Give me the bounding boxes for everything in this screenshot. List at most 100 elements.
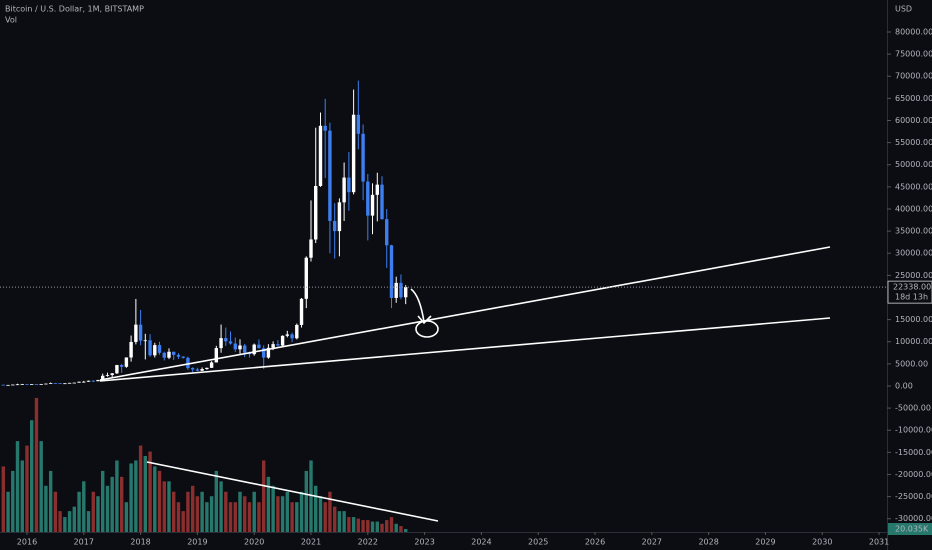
volume-bar bbox=[129, 463, 133, 532]
volume-bar bbox=[181, 511, 185, 532]
volume-bar bbox=[266, 476, 271, 532]
volume-bar bbox=[224, 491, 228, 532]
y-tick-label: -5000.00 bbox=[895, 404, 931, 413]
countdown-label: 18d 13h bbox=[895, 293, 928, 302]
candle-body bbox=[143, 340, 148, 342]
currency-label: USD bbox=[895, 5, 912, 14]
volume-bar bbox=[356, 518, 361, 532]
volume-bar bbox=[148, 451, 152, 532]
candle-body bbox=[167, 351, 171, 358]
candle-body bbox=[252, 344, 256, 355]
x-tick-label: 2029 bbox=[755, 538, 775, 547]
x-tick-label: 2016 bbox=[17, 538, 37, 547]
candle-body bbox=[162, 352, 166, 358]
candle-body bbox=[44, 383, 48, 385]
last-price-label: 22338.00 bbox=[893, 283, 931, 292]
volume-bar bbox=[200, 491, 204, 532]
candle-body bbox=[11, 384, 15, 386]
candle-body bbox=[209, 362, 214, 368]
candle-body bbox=[224, 338, 228, 342]
volume-bar bbox=[101, 470, 105, 532]
volume-bar bbox=[29, 420, 34, 532]
volume-bar bbox=[375, 521, 379, 532]
candle-body bbox=[58, 383, 62, 385]
y-tick-label: 30000.00 bbox=[895, 249, 932, 258]
volume-bar bbox=[58, 511, 62, 532]
candle-body bbox=[337, 202, 342, 232]
x-tick-label: 2025 bbox=[528, 538, 548, 547]
candle-body bbox=[148, 340, 152, 356]
candle-body bbox=[257, 344, 261, 349]
volume-bar bbox=[172, 491, 176, 532]
volume-bar bbox=[304, 470, 308, 532]
volume-bar bbox=[119, 476, 124, 532]
y-tick-label: -30000.00 bbox=[895, 514, 932, 523]
marks bbox=[1, 80, 408, 532]
volume-bar bbox=[228, 502, 233, 532]
volume-bar bbox=[157, 470, 162, 532]
volume-bar bbox=[295, 502, 299, 532]
candle-body bbox=[318, 125, 323, 186]
candle-body bbox=[6, 384, 10, 386]
drawings bbox=[99, 246, 831, 522]
candle-body bbox=[380, 184, 384, 220]
volume-bar bbox=[299, 491, 304, 532]
y-tick-label: 35000.00 bbox=[895, 227, 932, 236]
volume-bar bbox=[6, 491, 10, 532]
trend-line bbox=[146, 461, 439, 522]
volume-bar bbox=[25, 445, 29, 532]
y-tick-label: 50000.00 bbox=[895, 160, 932, 169]
y-tick-label: 45000.00 bbox=[895, 182, 932, 191]
y-tick-label: 0.00 bbox=[895, 381, 913, 390]
volume-bar bbox=[332, 506, 337, 532]
candle-body bbox=[214, 348, 219, 363]
y-tick-label: 75000.00 bbox=[895, 50, 932, 59]
candle-body bbox=[153, 345, 157, 356]
x-tick-label: 2030 bbox=[812, 538, 832, 547]
y-tick-label: 25000.00 bbox=[895, 271, 932, 280]
candle-body bbox=[370, 194, 375, 216]
volume-bar bbox=[11, 470, 15, 532]
candle-body bbox=[351, 114, 356, 193]
candle-body bbox=[276, 344, 280, 346]
volume-bar bbox=[82, 481, 86, 532]
y-tick-label: 55000.00 bbox=[895, 138, 932, 147]
candle-body bbox=[295, 324, 299, 339]
candle-body bbox=[366, 181, 370, 216]
candle-body bbox=[67, 382, 72, 384]
trend-line bbox=[99, 317, 831, 382]
candle-body bbox=[1, 384, 5, 386]
last-volume-box bbox=[888, 523, 932, 536]
candle-body bbox=[285, 334, 290, 336]
volume-bar bbox=[153, 466, 157, 532]
candle-body bbox=[271, 344, 275, 348]
volume-bar bbox=[238, 491, 242, 532]
candle-body bbox=[309, 239, 313, 258]
x-tick-label: 2023 bbox=[414, 538, 434, 547]
volume-bar bbox=[351, 517, 356, 532]
candle-body bbox=[172, 351, 176, 355]
volume-bar bbox=[394, 523, 398, 532]
candle-body bbox=[290, 334, 294, 339]
volume-bar bbox=[261, 460, 266, 532]
volume-bar bbox=[280, 496, 285, 532]
volume-bar bbox=[96, 496, 100, 532]
volume-bar bbox=[195, 496, 200, 532]
candle-body bbox=[228, 341, 233, 344]
candle-body bbox=[190, 368, 195, 370]
candle-body bbox=[328, 130, 332, 221]
volume-bar bbox=[276, 496, 280, 532]
candle-body bbox=[266, 347, 271, 358]
candle-body bbox=[77, 381, 81, 383]
candle-body bbox=[342, 177, 346, 203]
volume-bar bbox=[257, 502, 261, 532]
candle-body bbox=[15, 384, 20, 386]
candle-body bbox=[205, 367, 209, 370]
volume-bar bbox=[77, 491, 81, 532]
volume-bar bbox=[385, 520, 389, 532]
candle-body bbox=[53, 382, 58, 384]
candle-body bbox=[299, 298, 304, 325]
candle-body bbox=[238, 345, 242, 350]
candle-body bbox=[157, 345, 162, 353]
